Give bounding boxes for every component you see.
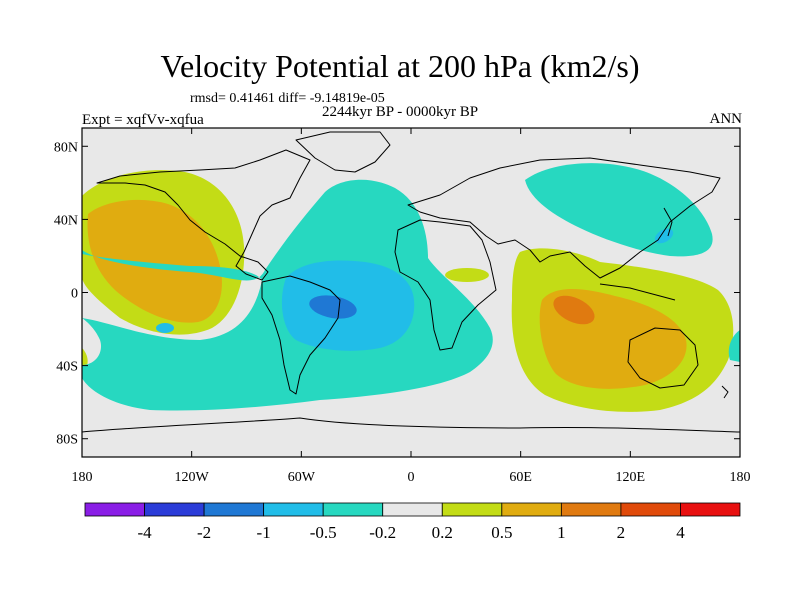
colorbar-swatch xyxy=(322,502,384,517)
colorbar-swatch xyxy=(203,502,265,517)
lon-tick-label: 60E xyxy=(509,470,532,485)
colorbar-label: 0.5 xyxy=(491,523,512,542)
period-label: 2244kyr BP - 0000kyr BP xyxy=(322,104,479,120)
lat-tick-label: 80N xyxy=(54,140,78,155)
contour-negative-1 xyxy=(309,295,357,319)
lon-tick-label: 0 xyxy=(408,470,415,485)
colorbar-label: 1 xyxy=(557,523,566,542)
map-field xyxy=(82,128,740,457)
colorbar-swatch xyxy=(263,502,324,517)
colorbar-label: -2 xyxy=(197,523,211,542)
colorbar-label: -1 xyxy=(257,523,271,542)
season-label: ANN xyxy=(709,111,743,127)
colorbar-label: 0.2 xyxy=(432,523,453,542)
experiment-label: Expt = xqfVv-xqfua xyxy=(82,112,204,128)
colorbar-label: -0.2 xyxy=(369,523,396,542)
colorbar-swatch xyxy=(382,502,443,517)
rmsd-diff-stats: rmsd= 0.41461 diff= -9.14819e-05 xyxy=(190,91,385,106)
colorbar-swatch xyxy=(620,502,681,517)
lon-tick-label: 120W xyxy=(175,470,210,485)
longitude-axis: 180 120W 60W 0 60E 120E 180 xyxy=(72,128,751,485)
contour-positive-1 xyxy=(553,295,595,325)
lon-tick-label: 120E xyxy=(616,470,646,485)
lon-tick-label: 180 xyxy=(72,470,93,485)
colorbar-swatch xyxy=(144,502,205,517)
colorbar-label: -4 xyxy=(137,523,152,542)
colorbar-label: -0.5 xyxy=(310,523,337,542)
lat-tick-label: 0 xyxy=(71,287,78,302)
colorbar-label: 2 xyxy=(617,523,626,542)
colorbar-label: 4 xyxy=(676,523,685,542)
colorbar-swatch xyxy=(501,502,562,517)
colorbar: -4 -2 -1 -0.5 -0.2 0.2 0.5 1 2 4 xyxy=(84,502,741,542)
coastlines xyxy=(82,131,740,433)
lon-tick-label: 60W xyxy=(288,470,316,485)
lat-tick-label: 40S xyxy=(56,360,78,375)
lon-tick-label: 180 xyxy=(730,470,751,485)
colorbar-swatch xyxy=(680,502,741,517)
latitude-axis: 80N 40N 0 40S 80S xyxy=(54,140,740,448)
colorbar-swatch xyxy=(560,502,622,517)
colorbar-swatch xyxy=(84,502,145,517)
lat-tick-label: 40N xyxy=(54,213,78,228)
plot-title: Velocity Potential at 200 hPa (km2/s) xyxy=(160,48,640,84)
colorbar-swatch xyxy=(441,502,503,517)
lat-tick-label: 80S xyxy=(56,433,78,448)
